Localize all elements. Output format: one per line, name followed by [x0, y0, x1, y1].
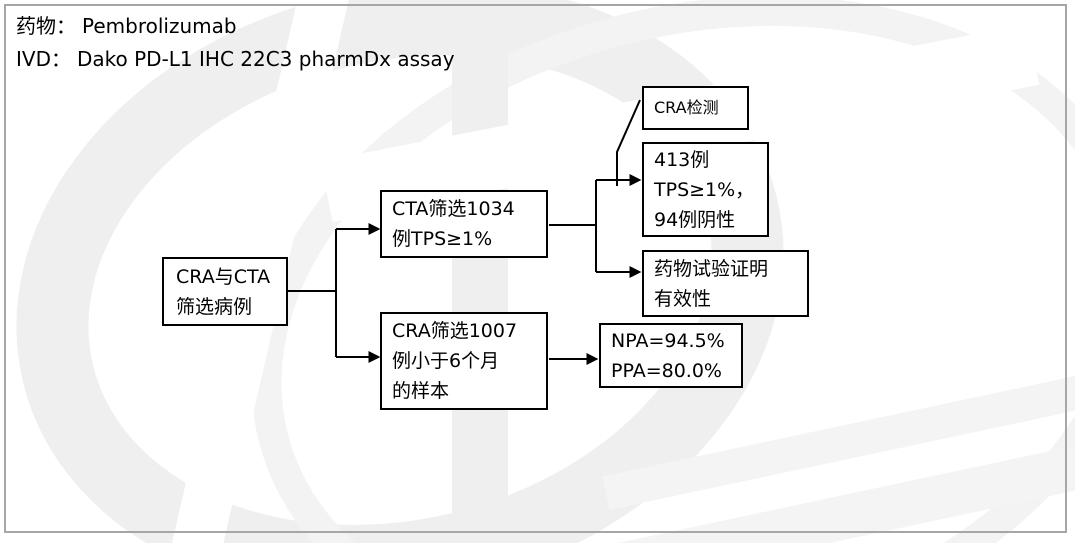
header: 药物： Pembrolizumab IVD： Dako PD-L1 IHC 22C3… [16, 10, 455, 76]
edge-cratest-callout-line [616, 99, 641, 186]
node-line: CRA与CTA [176, 265, 271, 288]
node-result-413-cases: 413例 TPS≥1%， 94例阴性 [642, 142, 769, 237]
node-cra-screened-1007: CRA筛选1007 例小于6个月 的样本 [380, 312, 548, 410]
node-line: 有效性 [654, 287, 712, 310]
node-cra-cta-screening: CRA与CTA 筛选病例 [162, 257, 288, 326]
drug-line: 药物： Pembrolizumab [16, 10, 455, 43]
node-line: CTA筛选1034 [392, 198, 515, 220]
node-drug-trial-efficacy: 药物试验证明 有效性 [642, 250, 809, 317]
node-line: CRA检测 [654, 98, 719, 117]
node-cta-screened-1034: CTA筛选1034 例TPS≥1% [380, 190, 548, 258]
node-line: 例小于6个月 [392, 350, 500, 372]
ivd-line: IVD： Dako PD-L1 IHC 22C3 pharmDx assay [16, 43, 455, 76]
ivd-label: IVD： [16, 47, 71, 71]
drug-value: Pembrolizumab [82, 14, 237, 38]
node-line: 413例 [654, 148, 710, 171]
node-line: 94例阴性 [654, 208, 736, 231]
node-line: NPA=94.5% [611, 329, 725, 352]
node-line: 的样本 [392, 380, 450, 402]
drug-label: 药物： [16, 14, 76, 38]
node-line: 例TPS≥1% [392, 228, 493, 250]
node-cra-test-label: CRA检测 [642, 86, 749, 130]
node-npa-ppa-agreement: NPA=94.5% PPA=80.0% [599, 323, 743, 388]
node-line: 筛选病例 [176, 295, 253, 318]
node-line: PPA=80.0% [611, 359, 722, 382]
node-line: CRA筛选1007 [392, 320, 518, 342]
ivd-value: Dako PD-L1 IHC 22C3 pharmDx assay [76, 47, 455, 71]
node-line: TPS≥1%， [654, 178, 755, 201]
node-line: 药物试验证明 [654, 257, 769, 280]
